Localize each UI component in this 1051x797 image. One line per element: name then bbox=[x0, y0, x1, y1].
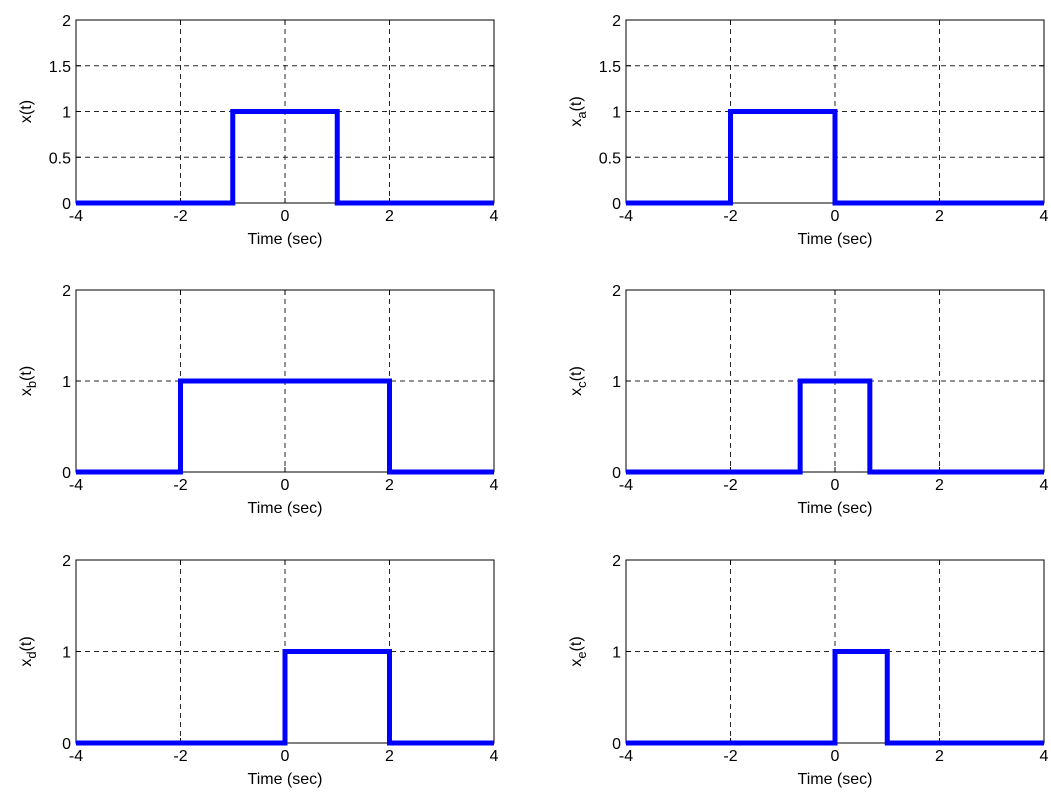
x-tick-label: 2 bbox=[385, 748, 394, 765]
x-tick-label: -4 bbox=[69, 208, 83, 225]
x-tick-label: 2 bbox=[935, 748, 944, 765]
y-tick-label: 0 bbox=[612, 465, 621, 482]
x-tick-label: 2 bbox=[935, 477, 944, 494]
y-tick-label: 2 bbox=[62, 553, 71, 570]
y-tick-label: 1 bbox=[612, 105, 621, 122]
x-tick-label: 2 bbox=[385, 208, 394, 225]
y-axis-label: xd(t) bbox=[18, 636, 39, 666]
y-tick-label: 0 bbox=[612, 196, 621, 213]
y-tick-label: 2 bbox=[612, 13, 621, 30]
x-tick-label: -4 bbox=[619, 208, 633, 225]
x-tick-label: -2 bbox=[723, 748, 737, 765]
y-tick-label: 1.5 bbox=[599, 59, 621, 76]
x-tick-label: 2 bbox=[935, 208, 944, 225]
x-tick-label: 4 bbox=[1040, 477, 1049, 494]
signal-line bbox=[76, 378, 494, 475]
y-tick-label: 0 bbox=[62, 196, 71, 213]
x-tick-label: -2 bbox=[723, 208, 737, 225]
x-axis-label: Time (sec) bbox=[248, 231, 323, 248]
x-tick-label: -2 bbox=[173, 208, 187, 225]
x-tick-label: 0 bbox=[281, 477, 290, 494]
x-axis-label: Time (sec) bbox=[798, 771, 873, 788]
x-tick-label: 0 bbox=[831, 208, 840, 225]
x-tick-label: -4 bbox=[619, 748, 633, 765]
y-tick-label: 1.5 bbox=[49, 59, 71, 76]
y-tick-label: 1 bbox=[62, 645, 71, 662]
y-tick-label: 2 bbox=[62, 283, 71, 300]
signal-line bbox=[626, 109, 1044, 206]
x-axis-label: Time (sec) bbox=[248, 771, 323, 788]
signal-line bbox=[76, 109, 494, 206]
subplot-6: -4 -2 0 2 4 0 1 2 Time (sec) xe(t) bbox=[568, 553, 1049, 788]
x-tick-label: 0 bbox=[281, 748, 290, 765]
y-tick-label: 0 bbox=[62, 465, 71, 482]
subplot-2: -4 -2 0 2 4 0 0.5 1 1.5 2 Time (sec) xa(t) bbox=[568, 13, 1049, 248]
x-tick-label: 0 bbox=[831, 748, 840, 765]
x-tick-label: 2 bbox=[385, 477, 394, 494]
y-axis-label: xe(t) bbox=[568, 636, 589, 666]
signal-line bbox=[76, 649, 494, 746]
y-tick-label: 1 bbox=[62, 105, 71, 122]
x-axis-label: Time (sec) bbox=[248, 500, 323, 517]
y-tick-label: 1 bbox=[612, 374, 621, 391]
x-tick-label: -2 bbox=[723, 477, 737, 494]
x-tick-label: 4 bbox=[1040, 208, 1049, 225]
x-tick-label: 0 bbox=[281, 208, 290, 225]
x-tick-label: 4 bbox=[490, 477, 499, 494]
y-tick-label: 1 bbox=[62, 374, 71, 391]
x-tick-label: -2 bbox=[173, 477, 187, 494]
x-axis-label: Time (sec) bbox=[798, 500, 873, 517]
y-tick-label: 2 bbox=[62, 13, 71, 30]
subplot-1: -4 -2 0 2 4 0 0.5 1 1.5 2 Time (sec) x(t) bbox=[18, 13, 499, 248]
y-axis-label: xb(t) bbox=[18, 366, 39, 396]
y-axis-label: x(t) bbox=[18, 100, 35, 123]
y-tick-label: 0 bbox=[612, 736, 621, 753]
y-axis-label: xa(t) bbox=[568, 96, 589, 126]
y-tick-label: 2 bbox=[612, 283, 621, 300]
x-tick-label: -4 bbox=[69, 477, 83, 494]
subplot-3: -4 -2 0 2 4 0 1 2 Time (sec) xb(t) bbox=[18, 283, 499, 517]
y-tick-label: 0.5 bbox=[49, 150, 71, 167]
signal-line bbox=[626, 378, 1044, 475]
x-tick-label: -4 bbox=[619, 477, 633, 494]
signal-line bbox=[626, 649, 1044, 746]
y-tick-label: 2 bbox=[612, 553, 621, 570]
y-axis-label: xc(t) bbox=[568, 366, 589, 396]
x-tick-label: -2 bbox=[173, 748, 187, 765]
y-tick-label: 1 bbox=[612, 645, 621, 662]
x-axis-label: Time (sec) bbox=[798, 231, 873, 248]
subplot-5: -4 -2 0 2 4 0 1 2 Time (sec) xd(t) bbox=[18, 553, 499, 788]
y-tick-label: 0 bbox=[62, 736, 71, 753]
x-tick-label: -4 bbox=[69, 748, 83, 765]
x-tick-label: 4 bbox=[490, 208, 499, 225]
y-tick-label: 0.5 bbox=[599, 150, 621, 167]
x-tick-label: 0 bbox=[831, 477, 840, 494]
x-tick-label: 4 bbox=[490, 748, 499, 765]
x-tick-label: 4 bbox=[1040, 748, 1049, 765]
subplot-4: -4 -2 0 2 4 0 1 2 Time (sec) xc(t) bbox=[568, 283, 1049, 517]
